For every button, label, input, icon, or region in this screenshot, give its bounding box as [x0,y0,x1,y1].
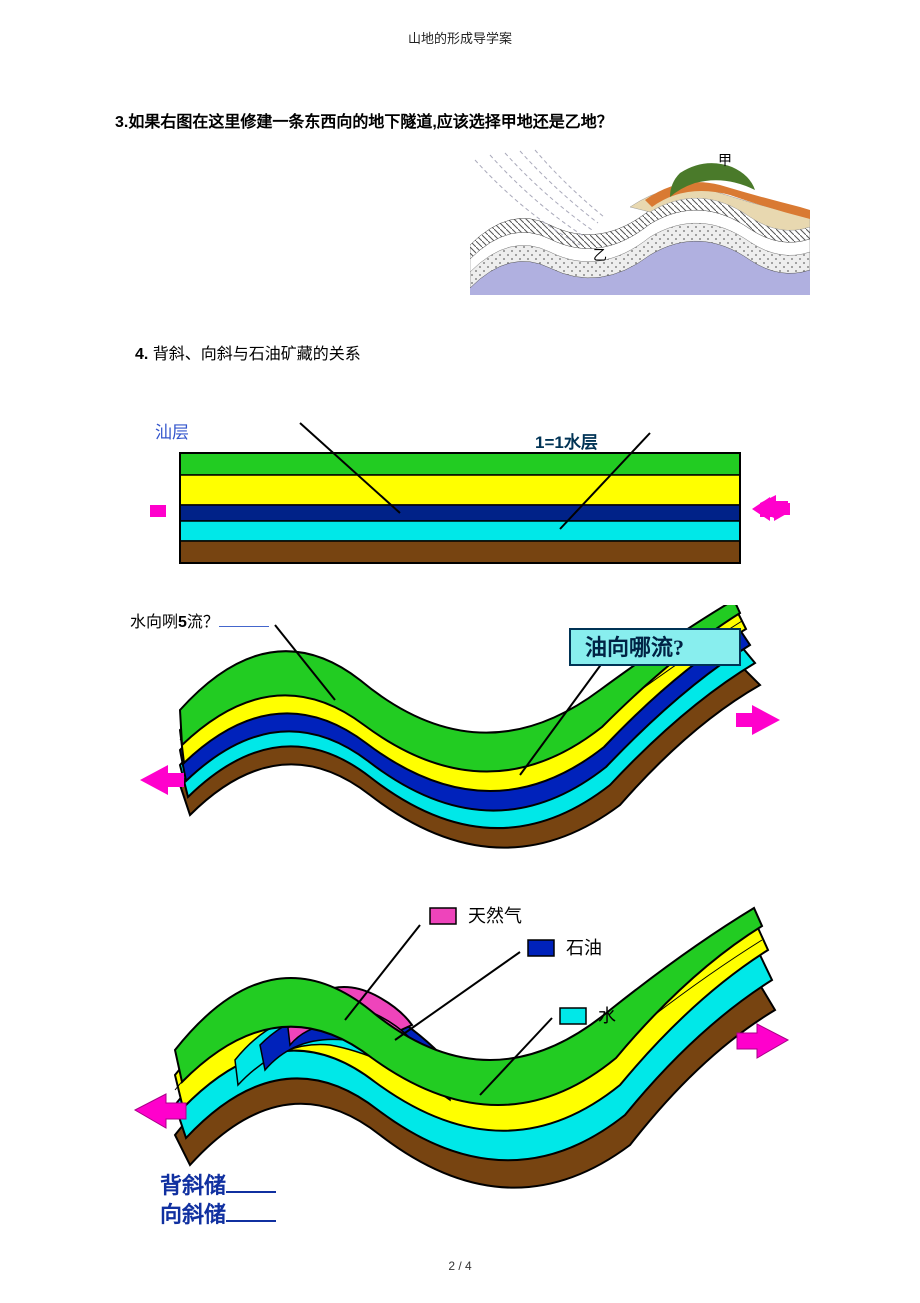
question-3: 3.如果右图在这里修建一条东西向的地下隧道,应该选择甲地还是乙地？ [115,108,613,132]
fillin-1-prefix: 背斜储 [160,1173,226,1198]
legend-gas-text: 天然气 [468,906,522,926]
legend-water-text: 水 [598,1006,616,1026]
fillin-1-blank[interactable] [226,1191,276,1193]
diagram-1-flat-layers [120,415,800,605]
oil-flow-text: 油向哪流? [585,635,684,660]
diagram-q3-tunnel: 甲 乙 [470,145,810,295]
label-yi: 乙 [593,247,607,263]
fillin-2-prefix: 向斜储 [160,1202,226,1227]
q3-text: 如果右图在这里修建一条东西向的地下隧道,应该选择甲地还是乙地？ [128,114,612,131]
legend-oil-text: 石油 [566,938,602,958]
q4-number: 4. [135,346,148,363]
fillin-2-blank[interactable] [226,1220,276,1222]
question-4: 4. 背斜、向斜与石油矿藏的关系 [135,340,361,364]
q3-number: 3. [115,114,128,131]
label-jia: 甲 [718,152,732,168]
diagram-2-folded: 油向哪流? [120,605,800,885]
fill-in-blanks: 背斜储 向斜储 [160,1172,276,1229]
q4-text: 背斜、向斜与石油矿藏的关系 [148,346,360,363]
page-header: 山地的形成导学案 [0,0,920,47]
page-footer: 2 / 4 [0,1259,920,1273]
